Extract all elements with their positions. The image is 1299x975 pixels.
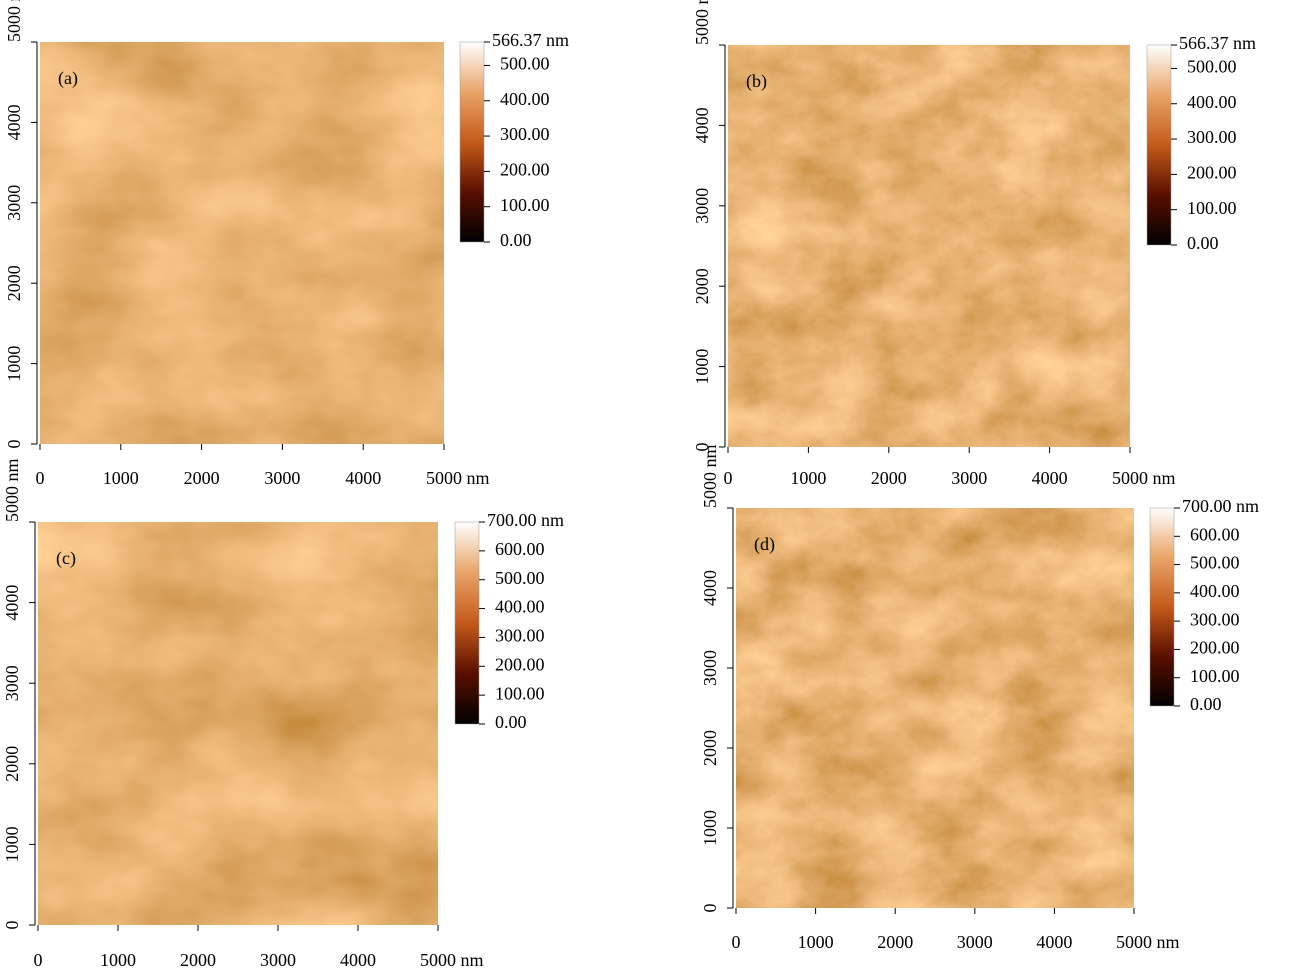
x-tick-label: 4000 bbox=[1032, 468, 1068, 488]
y-tick-label: 1000 bbox=[692, 349, 712, 385]
x-tick-label: 4000 bbox=[1036, 932, 1072, 952]
colorbar-label: 400.00 bbox=[1190, 581, 1240, 601]
x-tick-label: 1000 bbox=[100, 950, 136, 970]
colorbar-label: 100.00 bbox=[495, 683, 545, 703]
colorbar-label: 0.00 bbox=[495, 712, 527, 732]
y-tick-label: 3000 bbox=[2, 665, 22, 701]
y-tick-label: 2000 bbox=[700, 730, 720, 766]
x-tick-label: 0 bbox=[724, 468, 733, 488]
y-tick-label: 2000 bbox=[2, 746, 22, 782]
colorbar-label: 500.00 bbox=[1190, 553, 1240, 573]
x-tick-label: 5000 nm bbox=[426, 468, 490, 488]
y-tick-label: 5000 nm bbox=[4, 0, 24, 42]
y-tick-label: 2000 bbox=[4, 265, 24, 301]
x-tick-label: 1000 bbox=[798, 932, 834, 952]
colorbar-label: 400.00 bbox=[1187, 92, 1237, 112]
x-tick-label: 3000 bbox=[957, 932, 993, 952]
y-tick-label: 5000 nm bbox=[2, 458, 22, 522]
x-tick-label: 3000 bbox=[260, 950, 296, 970]
y-tick-label: 5000 nm bbox=[700, 444, 720, 508]
colorbar-label: 100.00 bbox=[500, 195, 550, 215]
colorbar-label: 300.00 bbox=[495, 626, 545, 646]
y-tick-label: 1000 bbox=[4, 346, 24, 382]
colorbar-label: 200.00 bbox=[500, 159, 550, 179]
colorbar-label: 600.00 bbox=[1190, 524, 1240, 544]
panel-label: (d) bbox=[754, 534, 775, 555]
x-tick-label: 5000 nm bbox=[420, 950, 484, 970]
y-tick-label: 3000 bbox=[692, 188, 712, 224]
x-tick-label: 5000 nm bbox=[1116, 932, 1180, 952]
colorbar-label: 300.00 bbox=[500, 124, 550, 144]
afm-image bbox=[38, 522, 438, 925]
colorbar bbox=[1147, 45, 1171, 245]
colorbar-label: 700.00 nm bbox=[487, 510, 564, 530]
panel-label: (b) bbox=[746, 71, 767, 92]
afm-image bbox=[736, 508, 1134, 908]
x-tick-label: 0 bbox=[732, 932, 741, 952]
colorbar-label: 566.37 nm bbox=[492, 30, 569, 50]
colorbar bbox=[455, 522, 479, 724]
colorbar-label: 500.00 bbox=[500, 54, 550, 74]
colorbar bbox=[1150, 508, 1174, 706]
colorbar-label: 0.00 bbox=[500, 230, 532, 250]
x-tick-label: 2000 bbox=[877, 932, 913, 952]
x-tick-label: 3000 bbox=[264, 468, 300, 488]
colorbar-label: 100.00 bbox=[1187, 198, 1237, 218]
afm-image bbox=[728, 45, 1130, 447]
colorbar-label: 300.00 bbox=[1187, 127, 1237, 147]
x-tick-label: 3000 bbox=[951, 468, 987, 488]
x-tick-label: 2000 bbox=[184, 468, 220, 488]
colorbar-label: 400.00 bbox=[500, 89, 550, 109]
x-tick-label: 1000 bbox=[103, 468, 139, 488]
x-tick-label: 5000 nm bbox=[1112, 468, 1176, 488]
colorbar-label: 200.00 bbox=[1190, 638, 1240, 658]
x-tick-label: 2000 bbox=[180, 950, 216, 970]
y-tick-label: 0 bbox=[2, 921, 22, 930]
afm-image bbox=[40, 42, 444, 444]
x-tick-label: 0 bbox=[34, 950, 43, 970]
panel-label: (c) bbox=[56, 548, 76, 569]
y-tick-label: 4000 bbox=[700, 570, 720, 606]
colorbar-label: 100.00 bbox=[1190, 666, 1240, 686]
colorbar-label: 0.00 bbox=[1190, 694, 1222, 714]
colorbar bbox=[460, 42, 484, 242]
colorbar-label: 500.00 bbox=[495, 568, 545, 588]
colorbar-label: 200.00 bbox=[1187, 162, 1237, 182]
y-tick-label: 0 bbox=[4, 440, 24, 449]
colorbar-label: 500.00 bbox=[1187, 57, 1237, 77]
x-tick-label: 0 bbox=[36, 468, 45, 488]
y-tick-label: 0 bbox=[700, 904, 720, 913]
x-tick-label: 2000 bbox=[871, 468, 907, 488]
colorbar-label: 600.00 bbox=[495, 539, 545, 559]
x-tick-label: 4000 bbox=[340, 950, 376, 970]
y-tick-label: 3000 bbox=[4, 185, 24, 221]
colorbar-label: 566.37 nm bbox=[1179, 33, 1256, 53]
figure: (a)010002000300040005000 nm0100020003000… bbox=[0, 0, 1299, 975]
colorbar-label: 400.00 bbox=[495, 597, 545, 617]
y-tick-label: 2000 bbox=[692, 268, 712, 304]
colorbar-label: 0.00 bbox=[1187, 233, 1219, 253]
y-tick-label: 3000 bbox=[700, 650, 720, 686]
x-tick-label: 1000 bbox=[790, 468, 826, 488]
y-tick-label: 4000 bbox=[4, 104, 24, 140]
colorbar-label: 200.00 bbox=[495, 654, 545, 674]
y-tick-label: 5000 nm bbox=[692, 0, 712, 45]
y-tick-label: 4000 bbox=[2, 585, 22, 621]
y-tick-label: 4000 bbox=[692, 107, 712, 143]
y-tick-label: 1000 bbox=[700, 810, 720, 846]
colorbar-label: 700.00 nm bbox=[1182, 496, 1259, 516]
y-tick-label: 1000 bbox=[2, 826, 22, 862]
x-tick-label: 4000 bbox=[345, 468, 381, 488]
colorbar-label: 300.00 bbox=[1190, 609, 1240, 629]
panel-label: (a) bbox=[58, 68, 78, 89]
